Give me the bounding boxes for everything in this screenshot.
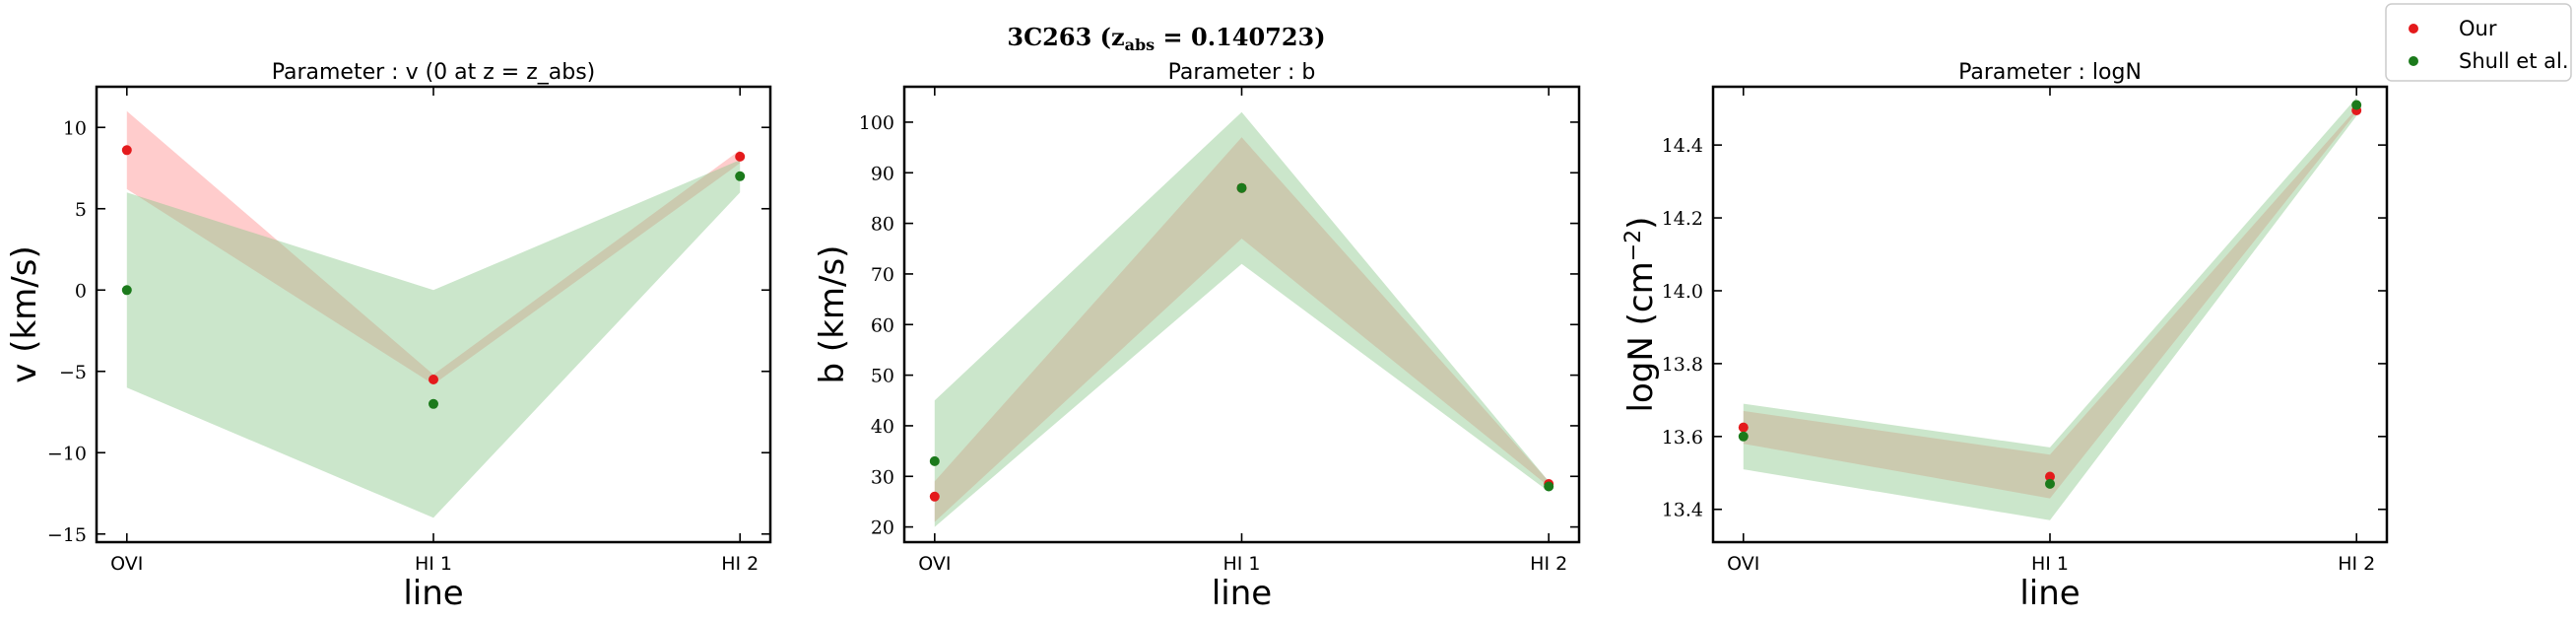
data-point-shull	[429, 398, 438, 409]
chart-panel-2: 20 30 40 50 60 70 80 90 100 OVI HI 1 HI 2 Parameter …	[813, 60, 1581, 613]
legend-frame	[2385, 3, 2572, 82]
legend-marker-our	[2409, 24, 2418, 34]
uncertainty-band-shull	[1743, 98, 2357, 520]
y-tick-label: 100	[859, 112, 894, 134]
y-tick-label: −5	[59, 362, 87, 383]
uncertainty-band-our	[934, 137, 1550, 522]
data-point-shull	[121, 285, 132, 296]
chart-panel-3: 13.4 13.6 13.8 14.0 14.2 14.4 OVI HI 1 HI 2 Param…	[1621, 60, 2389, 613]
y-tick-label: 13.8	[1662, 354, 1703, 376]
x-tick-label: HI 1	[2031, 553, 2069, 575]
data-point-shull	[1738, 431, 1749, 442]
data-point-shull	[929, 455, 940, 466]
y-tick-label: −15	[47, 524, 87, 546]
y-tick-label: 90	[871, 163, 894, 184]
legend-marker-shull	[2409, 56, 2418, 66]
legend-label-shull: Shull et al.	[2459, 49, 2569, 73]
panel-title: Parameter : logN	[1958, 60, 2142, 85]
y-axis-label: logN (cm−2)	[1621, 217, 1661, 413]
y-tick-label: 50	[871, 366, 894, 387]
panel-title: Parameter : v (0 at z = z_abs)	[272, 60, 596, 85]
x-tick-label: HI 1	[1222, 553, 1260, 575]
y-tick-label: 14.0	[1662, 281, 1703, 303]
x-axis-label: line	[403, 574, 463, 613]
figure-title: 3C263 (zabs = 0.140723)	[1007, 23, 1325, 54]
uncertainty-band-our	[126, 110, 741, 385]
legend-label-our: Our	[2459, 17, 2497, 40]
y-tick-label: 5	[75, 199, 87, 221]
x-tick-label: OVI	[918, 553, 951, 575]
data-point-shull	[1544, 481, 1554, 492]
x-tick-label: HI 2	[1530, 553, 1567, 575]
data-point-our	[121, 145, 132, 156]
data-point-our	[2045, 471, 2055, 482]
x-axis-label: line	[1212, 574, 1272, 613]
x-tick-label: OVI	[110, 553, 143, 575]
data-point-our	[429, 375, 438, 384]
x-tick-label: HI 2	[721, 553, 759, 575]
x-tick-label: HI 2	[2338, 553, 2375, 575]
y-tick-label: 80	[871, 214, 894, 236]
data-point-our	[1738, 422, 1749, 433]
y-tick-label: 60	[871, 314, 894, 336]
data-point-shull	[2045, 478, 2055, 489]
y-tick-label: 20	[871, 518, 894, 539]
data-point-shull	[735, 171, 746, 181]
y-tick-label: 10	[63, 117, 87, 139]
chart-panels: −15 −10 −5 0 5 10 OVI HI 1 HI 2 Parameter : v (0 …	[5, 60, 2389, 613]
data-point-our	[735, 151, 746, 162]
y-tick-label: 30	[871, 466, 894, 488]
data-point-shull	[2351, 100, 2362, 110]
x-tick-label: HI 1	[415, 553, 452, 575]
y-tick-label: 40	[871, 416, 894, 438]
y-axis-label: v (km/s)	[5, 245, 44, 382]
x-axis-label: line	[2019, 574, 2080, 613]
y-tick-label: 14.4	[1662, 135, 1703, 157]
y-tick-label: 13.4	[1662, 500, 1703, 521]
uncertainty-band-shull	[126, 160, 741, 518]
panel-title: Parameter : b	[1168, 60, 1316, 85]
x-tick-label: OVI	[1727, 553, 1759, 575]
y-tick-label: −10	[47, 443, 87, 464]
chart-panel-1: −15 −10 −5 0 5 10 OVI HI 1 HI 2 Parameter : v (0 …	[5, 60, 772, 613]
data-point-our	[929, 491, 940, 502]
uncertainty-band-shull	[934, 111, 1550, 527]
y-tick-label: 70	[871, 264, 894, 286]
legend: Our Shull et al.	[2385, 3, 2572, 82]
y-tick-label: 0	[75, 280, 87, 302]
y-tick-label: 14.2	[1662, 208, 1703, 230]
y-axis-label: b (km/s)	[813, 245, 852, 384]
y-tick-label: 13.6	[1662, 427, 1703, 448]
data-point-shull	[1236, 182, 1247, 193]
